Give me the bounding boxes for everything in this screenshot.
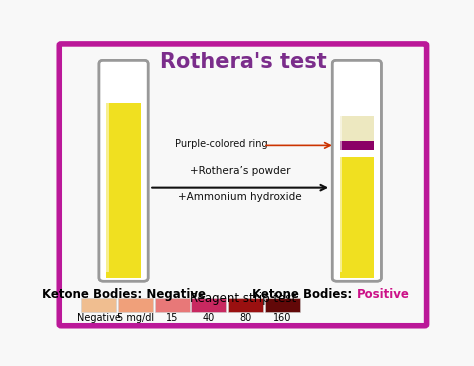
Bar: [228, 298, 263, 312]
Bar: [155, 298, 190, 312]
FancyBboxPatch shape: [59, 44, 427, 326]
Bar: [191, 298, 227, 312]
Bar: [339, 116, 374, 141]
Text: 5 mg/dl: 5 mg/dl: [117, 313, 154, 323]
Bar: [339, 157, 374, 278]
Bar: [106, 103, 141, 278]
FancyBboxPatch shape: [99, 60, 148, 281]
Text: 80: 80: [239, 313, 252, 323]
FancyBboxPatch shape: [332, 60, 382, 281]
Text: Purple-colored ring: Purple-colored ring: [174, 139, 267, 149]
Text: +Rothera’s powder: +Rothera’s powder: [190, 167, 291, 176]
Bar: [118, 298, 153, 312]
Text: Reagent strip test: Reagent strip test: [190, 292, 296, 305]
Text: +Ammonium hydroxide: +Ammonium hydroxide: [178, 192, 302, 202]
Bar: [82, 298, 116, 312]
Text: Rothera's test: Rothera's test: [160, 52, 326, 72]
Bar: [339, 69, 343, 272]
Text: Positive: Positive: [357, 288, 410, 301]
Bar: [339, 141, 374, 150]
Text: 40: 40: [203, 313, 215, 323]
Text: Ketone Bodies: Negative: Ketone Bodies: Negative: [42, 288, 206, 301]
Text: 160: 160: [273, 313, 292, 323]
Text: 15: 15: [166, 313, 178, 323]
Text: Ketone Bodies:: Ketone Bodies:: [253, 288, 357, 301]
Bar: [265, 298, 300, 312]
Text: Negative: Negative: [77, 313, 121, 323]
Bar: [106, 69, 109, 272]
